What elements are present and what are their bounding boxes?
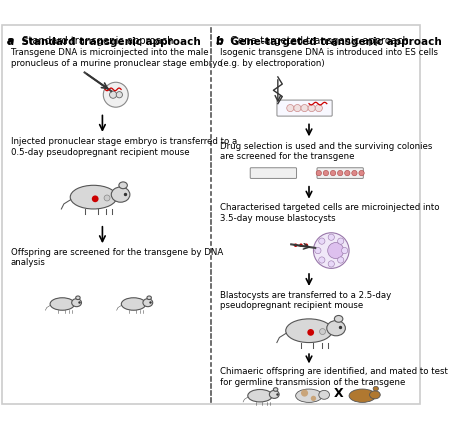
Circle shape bbox=[104, 195, 110, 201]
Text: Standard transgenic approach: Standard transgenic approach bbox=[16, 36, 173, 46]
Circle shape bbox=[301, 390, 308, 396]
Circle shape bbox=[337, 170, 343, 176]
Ellipse shape bbox=[286, 319, 332, 342]
Circle shape bbox=[352, 170, 357, 176]
Circle shape bbox=[299, 243, 303, 247]
Text: a: a bbox=[7, 36, 15, 46]
Text: Gene-targeted transgenic approach: Gene-targeted transgenic approach bbox=[224, 36, 409, 46]
Circle shape bbox=[328, 234, 334, 240]
Circle shape bbox=[103, 82, 128, 107]
FancyBboxPatch shape bbox=[277, 100, 332, 116]
Circle shape bbox=[311, 396, 316, 401]
Ellipse shape bbox=[319, 390, 329, 399]
Text: X: X bbox=[334, 387, 343, 400]
Circle shape bbox=[341, 248, 348, 254]
FancyBboxPatch shape bbox=[250, 168, 297, 178]
Text: Blastocysts are transferred to a 2.5-day
pseudopregnant recipient mouse: Blastocysts are transferred to a 2.5-day… bbox=[220, 290, 391, 310]
Text: b: b bbox=[216, 36, 224, 46]
Circle shape bbox=[315, 105, 322, 112]
Circle shape bbox=[287, 105, 294, 112]
Text: Injected pronuclear stage embryo is transferred to a
0.5-day pseudopregnant reci: Injected pronuclear stage embryo is tran… bbox=[11, 137, 237, 157]
Circle shape bbox=[328, 242, 344, 259]
Circle shape bbox=[313, 233, 349, 269]
Ellipse shape bbox=[121, 298, 146, 310]
Ellipse shape bbox=[269, 390, 279, 399]
Ellipse shape bbox=[111, 187, 130, 202]
Circle shape bbox=[328, 261, 334, 267]
Circle shape bbox=[308, 105, 315, 112]
Circle shape bbox=[92, 196, 99, 202]
Circle shape bbox=[323, 170, 328, 176]
Ellipse shape bbox=[147, 296, 151, 299]
Ellipse shape bbox=[327, 320, 346, 336]
Ellipse shape bbox=[70, 185, 117, 209]
Circle shape bbox=[319, 329, 326, 335]
Text: Chimaeric offspring are identified, and mated to test
for germline transmission : Chimaeric offspring are identified, and … bbox=[220, 367, 448, 387]
Circle shape bbox=[337, 257, 344, 263]
Ellipse shape bbox=[76, 296, 80, 299]
Text: a  Standard transgenic approach: a Standard transgenic approach bbox=[7, 37, 201, 47]
Ellipse shape bbox=[373, 387, 378, 391]
Ellipse shape bbox=[143, 299, 153, 307]
Circle shape bbox=[330, 170, 336, 176]
Ellipse shape bbox=[72, 299, 82, 307]
Circle shape bbox=[315, 248, 321, 254]
Circle shape bbox=[307, 329, 314, 336]
Circle shape bbox=[319, 238, 325, 244]
Ellipse shape bbox=[119, 182, 128, 189]
Circle shape bbox=[305, 243, 308, 247]
Text: Drug selection is used and the surviving colonies
are screened for the transgene: Drug selection is used and the surviving… bbox=[220, 142, 432, 161]
Circle shape bbox=[337, 238, 344, 244]
Ellipse shape bbox=[370, 391, 380, 399]
Text: Offspring are screened for the transgene by DNA
analysis: Offspring are screened for the transgene… bbox=[11, 248, 223, 267]
Ellipse shape bbox=[50, 298, 74, 310]
Text: Characterised targeted cells are microinjected into
3.5-day mouse blastocysts: Characterised targeted cells are microin… bbox=[220, 203, 439, 223]
Text: Transgene DNA is microinjected into the male
pronucleus of a murine pronuclear s: Transgene DNA is microinjected into the … bbox=[11, 48, 222, 68]
Circle shape bbox=[316, 170, 321, 176]
FancyBboxPatch shape bbox=[317, 168, 364, 178]
Circle shape bbox=[359, 170, 364, 176]
Ellipse shape bbox=[273, 388, 278, 391]
Circle shape bbox=[294, 105, 301, 112]
Circle shape bbox=[116, 92, 122, 98]
Text: b  Gene-targeted transgenic approach: b Gene-targeted transgenic approach bbox=[216, 37, 441, 47]
Circle shape bbox=[294, 243, 297, 247]
Circle shape bbox=[109, 91, 117, 98]
FancyBboxPatch shape bbox=[2, 25, 420, 404]
Ellipse shape bbox=[334, 315, 343, 322]
Circle shape bbox=[319, 257, 325, 263]
Ellipse shape bbox=[296, 389, 322, 402]
Ellipse shape bbox=[248, 390, 272, 402]
Ellipse shape bbox=[349, 389, 376, 402]
Circle shape bbox=[301, 105, 308, 112]
Circle shape bbox=[345, 170, 350, 176]
Text: Isogenic transgene DNA is introduced into ES cells
(e.g. by electroporation): Isogenic transgene DNA is introduced int… bbox=[220, 48, 438, 68]
